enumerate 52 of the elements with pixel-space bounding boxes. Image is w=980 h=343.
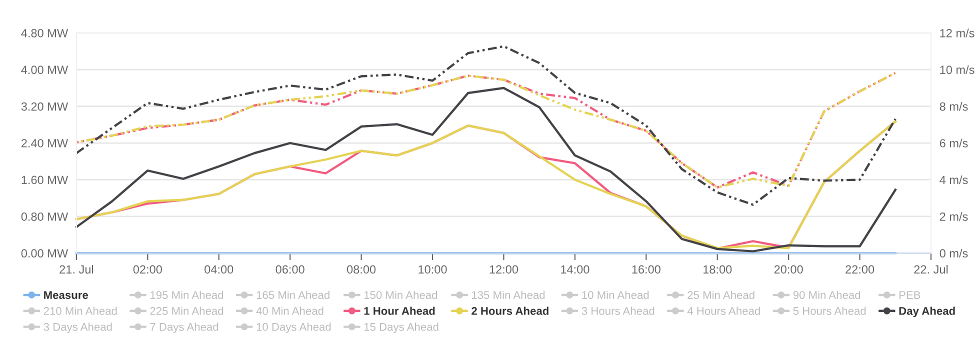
- legend-label: 15 Days Ahead: [364, 322, 438, 333]
- x-tick-label: 08:00: [346, 265, 376, 274]
- x-tick-label: 04:00: [204, 265, 234, 274]
- legend-label: 195 Min Ahead: [150, 290, 224, 299]
- y2-tick-label: 4 m/s: [940, 175, 968, 184]
- legend-label: 2 Hours Ahead: [472, 306, 548, 315]
- legend-label: 7 Days Ahead: [150, 322, 218, 333]
- x-tick-label: 18:00: [703, 265, 732, 274]
- legend-label: 5 Hours Ahead: [793, 306, 866, 315]
- legend-label: 210 Min Ahead: [44, 306, 117, 315]
- legend-label: Day Ahead: [899, 306, 955, 318]
- x-tick-label: 10:00: [418, 265, 447, 274]
- legend-label: PEB: [899, 291, 920, 299]
- legend-label: 10 Min Ahead: [582, 290, 649, 299]
- legend-label: 40 Min Ahead: [256, 306, 324, 315]
- x-tick-label: 20:00: [774, 265, 803, 274]
- y2-tick-label: 0 m/s: [940, 248, 968, 258]
- y-tick-label: 4.80 MW: [21, 28, 68, 38]
- legend-label: 150 Min Ahead: [364, 290, 438, 299]
- x-tick-label: 21. Jul: [60, 264, 94, 274]
- x-tick-label: 16:00: [632, 265, 660, 274]
- y2-tick-label: 2 m/s: [940, 212, 968, 221]
- x-tick-label: 12:00: [490, 265, 518, 274]
- x-tick-label: 22. Jul: [914, 264, 948, 274]
- legend-label: 3 Days Ahead: [44, 322, 112, 333]
- legend-label: 25 Min Ahead: [688, 290, 754, 299]
- y2-tick-label: 6 m/s: [940, 138, 968, 148]
- legend-label: 3 Hours Ahead: [582, 306, 654, 315]
- legend-label: 135 Min Ahead: [472, 290, 545, 299]
- legend-label: Measure: [44, 291, 88, 299]
- legend-label: 90 Min Ahead: [793, 290, 860, 299]
- line-series: [75, 72, 897, 189]
- legend-label: 225 Min Ahead: [150, 306, 224, 315]
- line-series: [75, 45, 897, 206]
- x-tick-label: 22:00: [846, 265, 874, 274]
- y-tick-label: 0.00 MW: [21, 249, 68, 258]
- legend-label: 1 Hour Ahead: [364, 306, 435, 315]
- y2-tick-label: 8 m/s: [940, 102, 968, 111]
- line-series: [75, 86, 897, 252]
- y-tick-label: 2.40 MW: [21, 139, 68, 148]
- x-tick-label: 06:00: [276, 265, 304, 274]
- y-tick-label: 3.20 MW: [21, 102, 68, 111]
- legend-label: 10 Days Ahead: [256, 322, 331, 333]
- legend-label: 4 Hours Ahead: [687, 306, 760, 315]
- y-tick-label: 0.80 MW: [21, 212, 68, 221]
- x-tick-label: 02:00: [133, 265, 162, 274]
- x-tick-label: 14:00: [561, 265, 590, 274]
- y2-tick-label: 12 m/s: [940, 28, 974, 38]
- y2-tick-label: 10 m/s: [940, 65, 974, 74]
- y-tick-label: 4.00 MW: [21, 66, 68, 74]
- y-tick-label: 1.60 MW: [22, 176, 68, 184]
- legend-label: 165 Min Ahead: [256, 290, 330, 299]
